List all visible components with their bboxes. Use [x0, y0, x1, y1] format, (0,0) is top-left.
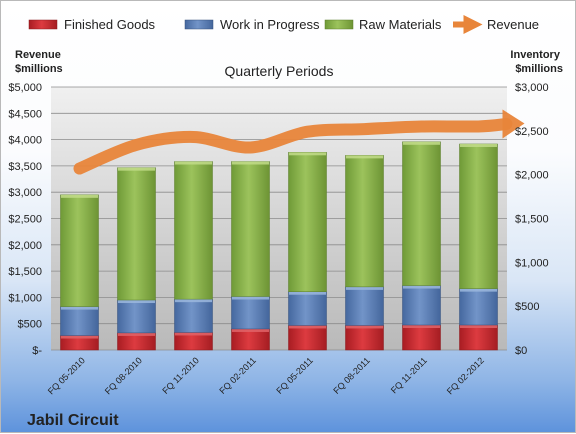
bar-top-finished-goods	[289, 325, 326, 329]
x-tick-label: FQ 02-2012	[445, 355, 486, 396]
x-tick-label: FQ 05-2010	[46, 355, 87, 396]
x-tick-label: FQ 08-2011	[331, 355, 372, 396]
left-tick-label: $4,500	[8, 108, 42, 120]
bar-top-work-in-progress	[61, 306, 98, 310]
bar-finished-goods	[288, 325, 327, 351]
bar-raw-materials	[60, 194, 99, 307]
left-tick-label: $5,000	[8, 82, 42, 94]
bar-work-in-progress	[60, 306, 99, 336]
bar-top-finished-goods	[460, 325, 497, 329]
right-tick-label: $1,500	[515, 214, 549, 226]
bar-top-work-in-progress	[232, 296, 269, 300]
right-tick-label: $2,500	[515, 126, 549, 138]
legend-swatch-raw-materials	[324, 19, 354, 30]
left-axis-title: Revenue $millions	[15, 49, 64, 75]
legend-item-work-in-progress: Work in Progress	[184, 17, 320, 32]
bar-finished-goods	[459, 324, 498, 351]
bar-top-finished-goods	[175, 332, 212, 336]
bar-top-raw-materials	[460, 143, 497, 147]
bar-top-work-in-progress	[289, 291, 326, 295]
bar-top-raw-materials	[232, 161, 269, 165]
bar-top-finished-goods	[346, 325, 383, 329]
left-tick-label: $3,500	[8, 161, 42, 173]
bar-raw-materials	[174, 161, 213, 300]
legend-item-finished-goods: Finished Goods	[28, 17, 156, 32]
bar-finished-goods	[345, 325, 384, 351]
bar-finished-goods	[231, 328, 270, 351]
bar-top-raw-materials	[346, 155, 383, 159]
right-axis-title-line-1: Inventory	[510, 49, 560, 61]
left-axis-title-line-1: Revenue	[15, 49, 61, 61]
right-tick-label: $500	[515, 301, 539, 313]
legend: Finished Goods Work in Progress Raw Mate…	[28, 14, 539, 35]
bar-finished-goods	[402, 324, 441, 351]
x-axis-ticks: FQ 05-2010 FQ 08-2010 FQ 11-2010 FQ 02-2011…	[46, 355, 486, 396]
legend-item-raw-materials: Raw Materials	[324, 17, 442, 32]
bar-top-raw-materials	[289, 152, 326, 156]
company-name: Jabil Circuit	[27, 412, 119, 429]
bar-top-raw-materials	[175, 161, 212, 165]
left-tick-label: $1,000	[8, 292, 42, 304]
bar-work-in-progress	[288, 291, 327, 326]
bar-raw-materials	[231, 161, 270, 297]
right-axis-title: Inventory $millions	[510, 49, 563, 75]
legend-swatch-finished-goods	[28, 19, 58, 30]
bar-top-raw-materials	[61, 194, 98, 198]
bar-top-finished-goods	[61, 335, 98, 339]
bar-raw-materials	[117, 167, 156, 301]
bar-top-finished-goods	[403, 325, 440, 329]
bar-work-in-progress	[402, 285, 441, 326]
left-tick-label: $500	[18, 319, 42, 331]
left-tick-label: $1,500	[8, 266, 42, 278]
bar-work-in-progress	[459, 288, 498, 326]
bar-raw-materials	[402, 141, 441, 286]
x-tick-label: FQ 02-2011	[217, 355, 258, 396]
left-tick-label: $-	[32, 345, 42, 357]
bar-raw-materials	[345, 155, 384, 288]
left-tick-label: $2,000	[8, 240, 42, 252]
bar-work-in-progress	[345, 286, 384, 326]
chart-title: Quarterly Periods	[225, 63, 334, 79]
right-tick-label: $3,000	[515, 82, 549, 94]
left-tick-label: $3,000	[8, 187, 42, 199]
bar-top-work-in-progress	[175, 299, 212, 303]
bar-work-in-progress	[117, 299, 156, 334]
right-tick-label: $1,000	[515, 257, 549, 269]
bars	[60, 141, 498, 351]
x-tick-label: FQ 11-2011	[389, 355, 429, 395]
bar-top-work-in-progress	[346, 286, 383, 290]
right-axis-title-line-2: $millions	[515, 63, 563, 75]
bar-raw-materials	[459, 143, 498, 289]
legend-label-raw-materials: Raw Materials	[359, 17, 442, 32]
left-axis-title-line-2: $millions	[15, 63, 63, 75]
legend-swatch-work-in-progress	[184, 19, 214, 30]
right-tick-label: $0	[515, 345, 527, 357]
left-tick-label: $4,000	[8, 135, 42, 147]
bar-work-in-progress	[231, 296, 270, 330]
bar-top-work-in-progress	[403, 285, 440, 289]
legend-label-revenue: Revenue	[487, 17, 539, 32]
bar-top-work-in-progress	[118, 300, 155, 304]
right-tick-label: $2,000	[515, 170, 549, 182]
bar-work-in-progress	[174, 298, 213, 333]
right-axis-ticks: $0 $500 $1,000 $1,500 $2,000 $2,500 $3,000	[515, 82, 549, 357]
bar-top-finished-goods	[118, 332, 155, 336]
bar-top-finished-goods	[232, 328, 269, 332]
x-tick-label: FQ 08-2010	[103, 355, 144, 396]
bar-top-work-in-progress	[460, 288, 497, 292]
left-tick-label: $2,500	[8, 214, 42, 226]
bar-top-raw-materials	[403, 141, 440, 145]
x-tick-label: FQ 11-2010	[160, 355, 201, 396]
bar-top-raw-materials	[118, 167, 155, 171]
legend-item-revenue: Revenue	[453, 14, 539, 35]
revenue-line	[73, 117, 513, 175]
revenue-arrowhead	[502, 109, 525, 139]
bar-raw-materials	[288, 152, 327, 292]
legend-label-finished-goods: Finished Goods	[64, 17, 156, 32]
left-axis-ticks: $- $500 $1,000 $1,500 $2,000 $2,500 $3,000 $3,5…	[8, 82, 42, 357]
legend-label-work-in-progress: Work in Progress	[220, 17, 320, 32]
x-tick-label: FQ 05-2011	[274, 355, 315, 396]
